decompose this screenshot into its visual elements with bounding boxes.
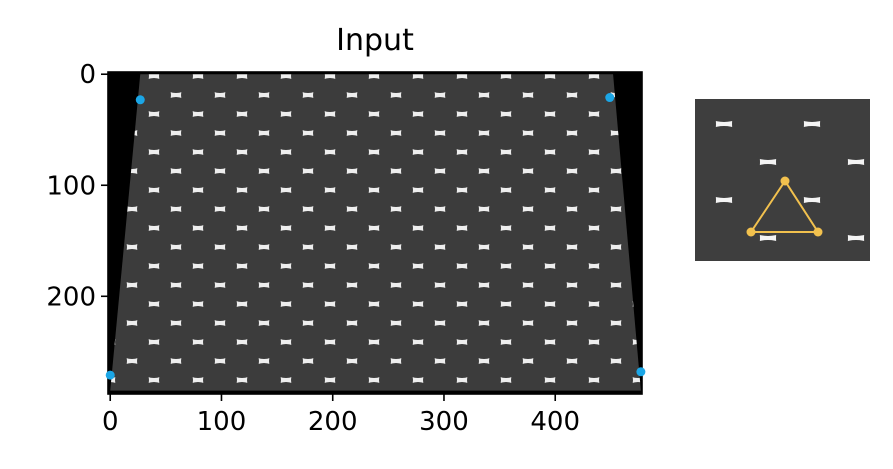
chart-title: Input (336, 23, 414, 58)
inset-panel (695, 99, 870, 261)
y-tick-label: 200 (46, 282, 96, 312)
x-tick-label: 200 (308, 407, 358, 437)
x-tick-label: 0 (102, 407, 119, 437)
y-tick-label: 0 (79, 60, 96, 90)
y-axis: 0 100 200 (46, 60, 108, 312)
corner-point (105, 370, 115, 380)
plot-frame (107, 71, 643, 395)
corner-point (135, 95, 145, 105)
plot-area (108, 72, 642, 394)
lattice-triangle-vertex (746, 227, 756, 237)
x-tick-label: 300 (419, 407, 469, 437)
corner-point (636, 367, 646, 377)
lattice-triangle-vertex (813, 227, 823, 237)
lattice-triangle (749, 179, 820, 233)
x-tick-label: 100 (197, 407, 247, 437)
x-axis: 0 100 200 300 400 (102, 394, 580, 437)
warped-input-image (110, 74, 641, 391)
corner-points (105, 93, 646, 380)
x-tick-label: 400 (530, 407, 580, 437)
y-tick-label: 100 (46, 171, 96, 201)
corner-point (605, 93, 615, 103)
lattice-triangle-vertex (780, 176, 790, 186)
